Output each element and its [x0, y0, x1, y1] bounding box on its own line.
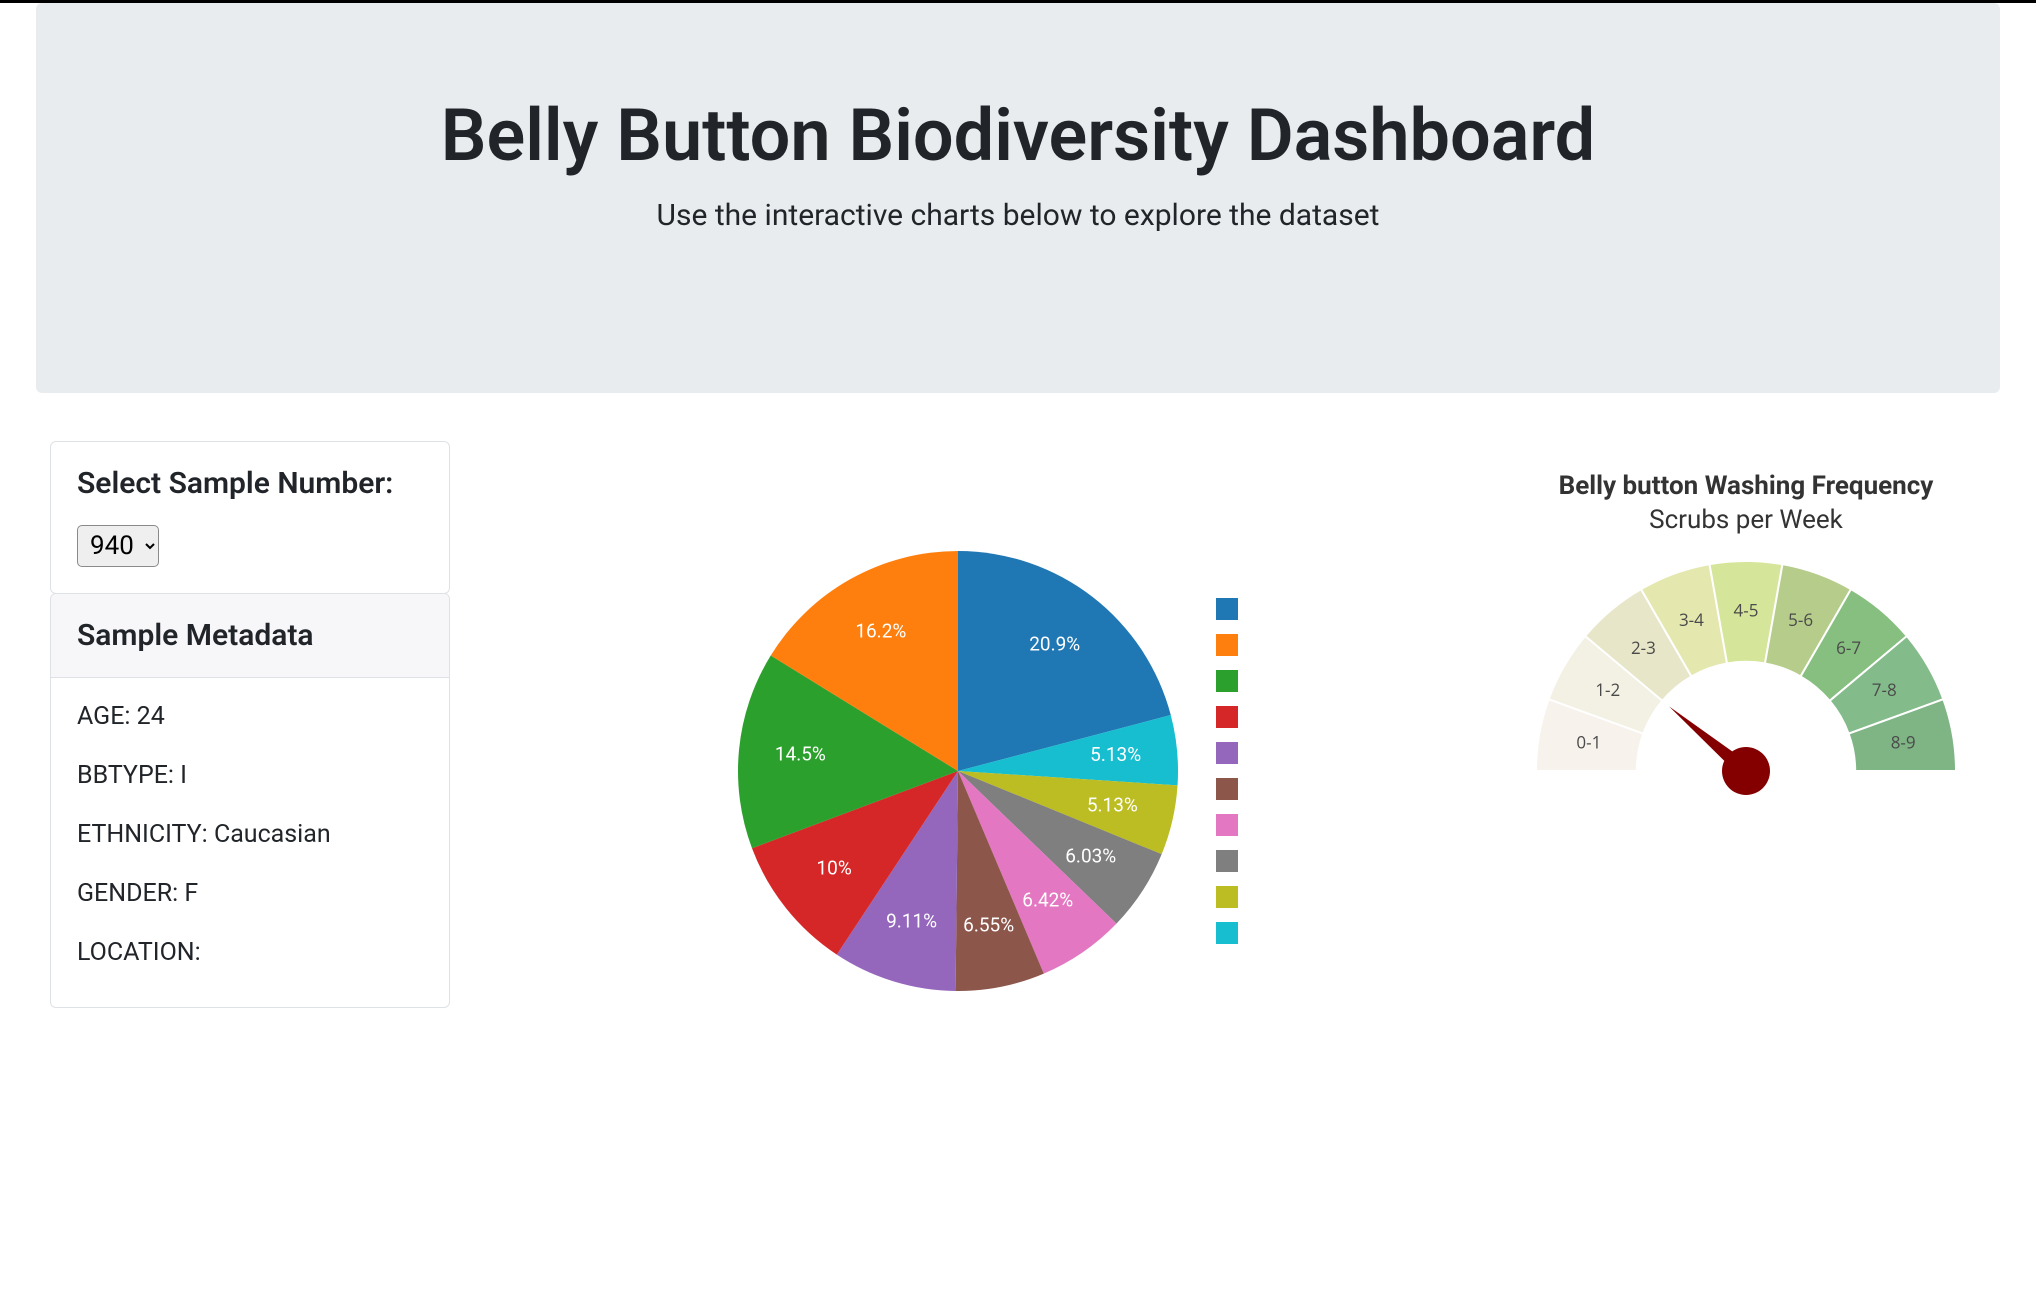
metadata-row: BBTYPE: I: [77, 761, 423, 790]
page-title: Belly Button Biodiversity Dashboard: [76, 93, 1960, 178]
gauge-needle-hub: [1722, 747, 1770, 795]
pie-slice-label: 20.9%: [1029, 633, 1080, 656]
pie-legend: [1216, 598, 1238, 944]
sidebar: Select Sample Number: 940 Sample Metadat…: [50, 441, 450, 1008]
pie-slice-label: 16.2%: [855, 620, 906, 643]
legend-swatch[interactable]: [1216, 922, 1238, 944]
page-subtitle: Use the interactive charts below to expl…: [76, 198, 1960, 233]
gauge-segment-label: 8-9: [1891, 730, 1916, 753]
metadata-row: LOCATION:: [77, 938, 423, 967]
metadata-row: GENDER: F: [77, 879, 423, 908]
legend-swatch[interactable]: [1216, 886, 1238, 908]
gauge-segment-label: 0-1: [1576, 730, 1601, 753]
pie-slice-label: 10%: [816, 857, 851, 880]
gauge-chart[interactable]: Belly button Washing Frequency Scrubs pe…: [1506, 471, 1986, 835]
sample-selector-panel: Select Sample Number: 940: [50, 441, 450, 594]
legend-swatch[interactable]: [1216, 742, 1238, 764]
metadata-heading: Sample Metadata: [51, 594, 449, 678]
metadata-row: AGE: 24: [77, 702, 423, 731]
legend-swatch[interactable]: [1216, 670, 1238, 692]
gauge-segment-label: 2-3: [1631, 636, 1656, 659]
legend-swatch[interactable]: [1216, 634, 1238, 656]
legend-swatch[interactable]: [1216, 814, 1238, 836]
gauge-segment-label: 3-4: [1679, 608, 1704, 631]
pie-slice-label: 6.03%: [1065, 844, 1116, 867]
pie-slice-label: 5.13%: [1087, 794, 1138, 817]
pie-slice-label: 5.13%: [1090, 743, 1141, 766]
gauge-title: Belly button Washing Frequency: [1506, 471, 1986, 501]
gauge-subtitle: Scrubs per Week: [1506, 505, 1986, 535]
gauge-segment-label: 4-5: [1734, 598, 1759, 621]
legend-swatch[interactable]: [1216, 850, 1238, 872]
pie-slice-label: 14.5%: [775, 743, 826, 766]
pie-chart[interactable]: 20.9% 5.13% 5.13% 6.03% 6.42% 6.55% 9.11% 10% 14…: [500, 471, 1466, 1001]
gauge-segment-label: 7-8: [1872, 678, 1897, 701]
legend-swatch[interactable]: [1216, 598, 1238, 620]
legend-swatch[interactable]: [1216, 778, 1238, 800]
pie-slice-label: 6.42%: [1022, 889, 1073, 912]
sample-selector-label: Select Sample Number:: [51, 442, 449, 525]
pie-slice-label: 6.55%: [963, 913, 1014, 936]
legend-swatch[interactable]: [1216, 706, 1238, 728]
pie-slice-label: 9.11%: [886, 909, 937, 932]
sample-select[interactable]: 940: [77, 525, 159, 567]
gauge-segment-label: 1-2: [1595, 678, 1620, 701]
gauge-segment-label: 5-6: [1788, 608, 1813, 631]
metadata-row: ETHNICITY: Caucasian: [77, 820, 423, 849]
gauge-segment-label: 6-7: [1836, 636, 1861, 659]
header-jumbotron: Belly Button Biodiversity Dashboard Use …: [36, 3, 2000, 393]
metadata-panel: Sample Metadata AGE: 24 BBTYPE: I ETHNICIT…: [50, 593, 450, 1008]
